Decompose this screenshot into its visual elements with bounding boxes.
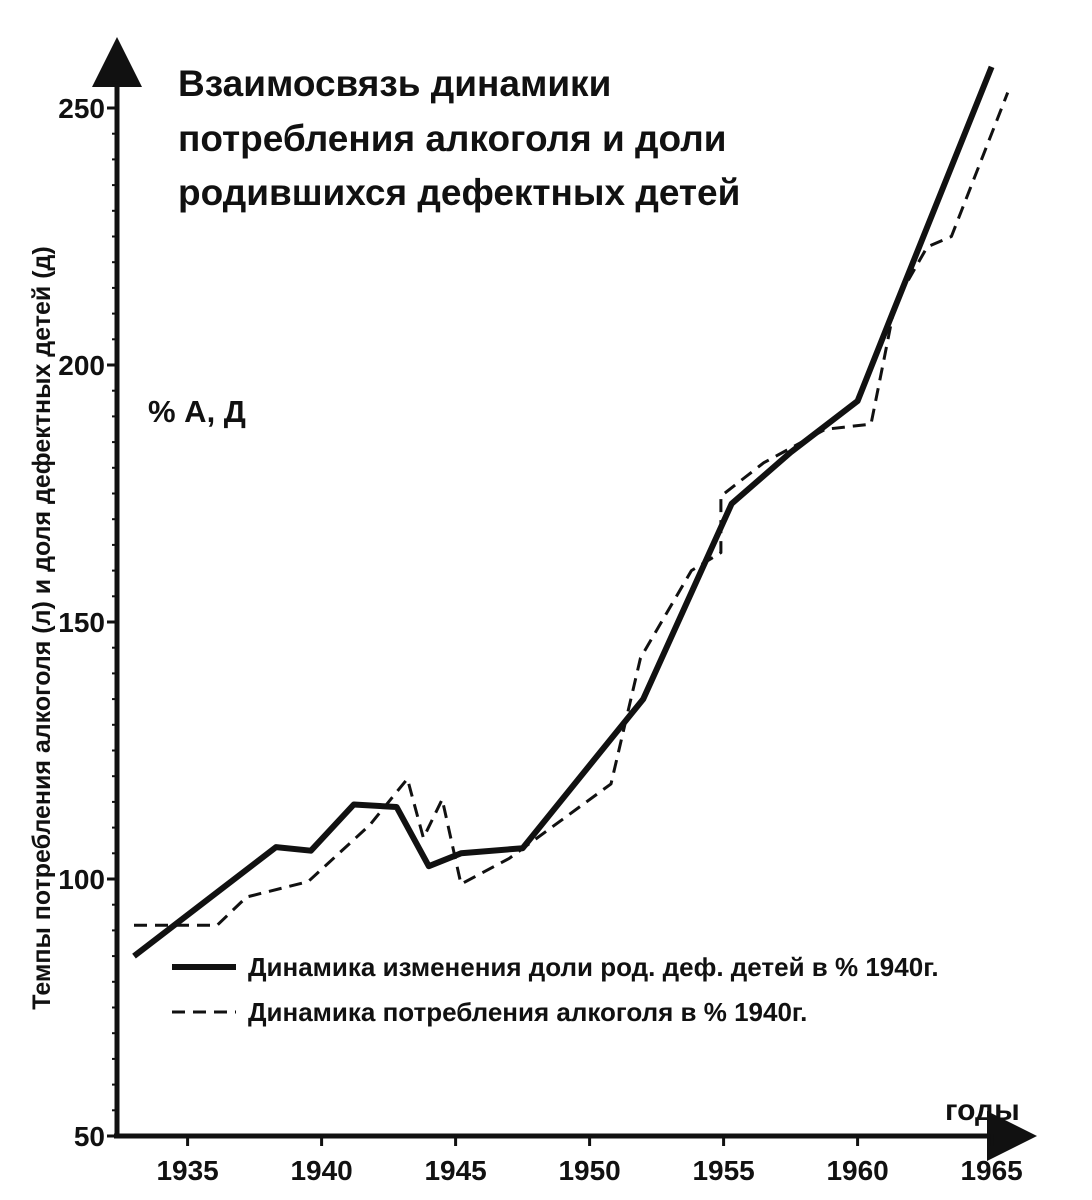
chart-title-line-3: родившихся дефектных детей: [178, 172, 740, 213]
legend-label-solid: Динамика изменения доли род. деф. детей …: [248, 952, 939, 982]
chart-title-line-2: потребления алкоголя и доли: [178, 118, 726, 159]
series-line-defect-children: [132, 65, 995, 959]
y-tick-label: 250: [58, 93, 105, 124]
y-tick-label: 50: [74, 1121, 105, 1152]
legend-label-dashed: Динамика потребления алкоголя в % 1940г.: [248, 997, 807, 1027]
x-tick-label: 1965: [960, 1155, 1022, 1186]
x-tick-label: 1945: [424, 1155, 486, 1186]
chart-title-line-1: Взаимосвязь динамики: [178, 63, 611, 104]
legend: Динамика изменения доли род. деф. детей …: [172, 952, 939, 1027]
x-tick-label: 1935: [156, 1155, 218, 1186]
series-line-alcohol: [134, 92, 1010, 927]
y-minor-ticks: [112, 81, 118, 1112]
x-axis-label: годы: [945, 1094, 1020, 1127]
y-tick-label: 150: [58, 607, 105, 638]
y-axis-label: Темпы потребления алкоголя (л) и доля де…: [28, 246, 56, 1009]
x-tick-label: 1960: [826, 1155, 888, 1186]
x-tick-label: 1955: [692, 1155, 754, 1186]
y-unit-label: % А, Д: [148, 394, 246, 429]
x-tick-label: 1950: [558, 1155, 620, 1186]
x-tick-label: 1940: [290, 1155, 352, 1186]
y-tick-label: 100: [58, 864, 105, 895]
y-ticks: 50 100 150 200 250: [58, 93, 119, 1152]
y-tick-label: 200: [58, 350, 105, 381]
series-group: [132, 65, 1010, 959]
x-ticks: 1935 1940 1945 1950 1955 1960 1965: [156, 1134, 1023, 1186]
